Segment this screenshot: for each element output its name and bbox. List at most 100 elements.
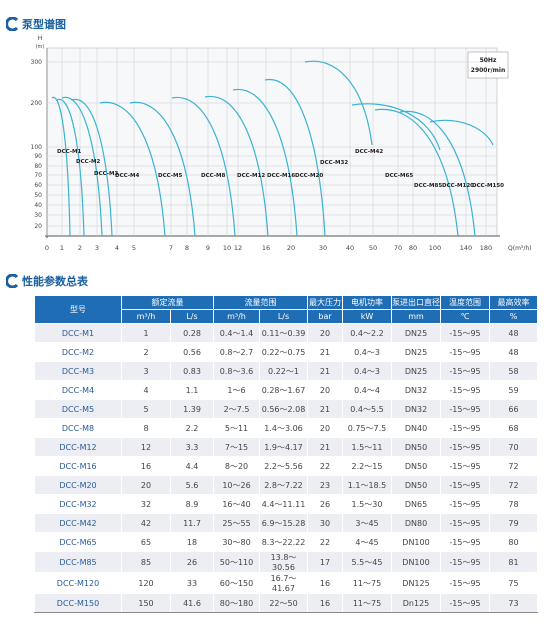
table-cell: 32 (121, 494, 171, 514)
curve-label: DCC-M32 (320, 160, 348, 166)
table-cell: 1.9～4.17 (259, 437, 308, 457)
table-cell: -15～95 (440, 437, 490, 457)
x-tick-label: 140 (460, 244, 472, 252)
table-cell: 79 (489, 513, 538, 533)
model-cell: DCC-M42 (34, 513, 122, 533)
y-tick-label: 90 (34, 153, 42, 160)
table-cell: DN25 (391, 323, 441, 343)
table-cell: 68 (489, 418, 538, 438)
x-tick-label: 70 (394, 244, 402, 252)
x-tick-label: 16 (262, 244, 270, 252)
x-tick-label: 3 (95, 244, 99, 252)
note: 50Hz (480, 57, 497, 64)
curve-label: DCC-M8 (201, 173, 226, 179)
table-cell: -15～95 (440, 494, 490, 514)
table-cell: 10～26 (213, 475, 260, 495)
curve-label: DCC-M42 (355, 149, 383, 155)
table-cell: -15～95 (440, 361, 490, 381)
table-cell: DN50 (391, 437, 441, 457)
x-tick-label: 5 (132, 244, 136, 252)
unit-header: kW (342, 309, 392, 324)
table-cell: 0.4～5.5 (342, 399, 392, 419)
curve-label: DCC-M1 (57, 149, 82, 155)
table-cell: 33 (170, 572, 214, 594)
curve-label: DCC-M3 (94, 171, 119, 177)
table-cell: 5.6 (170, 475, 214, 495)
x-tick-label: 7 (169, 244, 173, 252)
column-header: 温度范围 (440, 295, 490, 310)
curve-label: DCC-M20 (295, 173, 323, 179)
table-row: DCC-M4 4 1.1 1～6 0.28～1.67 20 0.4～4 DN32 -15～95 5… (34, 380, 538, 400)
y-tick-label: 20 (34, 223, 42, 230)
curve-label: DCC-M120 (442, 183, 474, 189)
table-row: DCC-M65 65 18 30～80 8.3～22.22 22 4～45 DN100 -15～… (34, 532, 538, 552)
table-cell: DN65 (391, 494, 441, 514)
pump-curve (374, 108, 459, 237)
table-cell: -15～95 (440, 418, 490, 438)
table-cell: DN40 (391, 418, 441, 438)
pump-curve (99, 101, 166, 237)
table-cell: 2.2～5.56 (259, 456, 308, 476)
unit-header: ℃ (440, 309, 490, 324)
y-tick-label: 40 (34, 202, 42, 209)
table-cell: 8.3～22.22 (259, 532, 308, 552)
table-cell: -15～95 (440, 323, 490, 343)
model-cell: DCC-M150 (34, 593, 122, 613)
curve-label: DCC-M5 (158, 173, 183, 179)
table-cell: 2.8～7.22 (259, 475, 308, 495)
table-cell: 22 (307, 532, 343, 552)
table-cell: 0.11～0.39 (259, 323, 308, 343)
table-cell: -15～95 (440, 572, 490, 594)
table-cell: 0.75～7.5 (342, 418, 392, 438)
table-cell: 13.8～30.56 (259, 551, 308, 573)
x-tick-label: 9 (206, 244, 210, 252)
table-cell: 30～80 (213, 532, 260, 552)
y-tick-label: 50 (34, 192, 42, 199)
table-cell: -15～95 (440, 593, 490, 613)
table-cell: DN32 (391, 399, 441, 419)
table-cell: 42 (121, 513, 171, 533)
table-cell: 21 (307, 361, 343, 381)
table-cell: 0.8～2.7 (213, 342, 260, 362)
table-cell: 3 (121, 361, 171, 381)
x-tick-label: 20 (287, 244, 295, 252)
table-cell: 2.2 (170, 418, 214, 438)
table-cell: 3.3 (170, 437, 214, 457)
table-cell: 81 (489, 551, 538, 573)
table-cell: DN50 (391, 475, 441, 495)
y-tick-label: 60 (34, 182, 42, 189)
column-header: 最高效率 (489, 295, 538, 310)
table-cell: 23 (307, 475, 343, 495)
table-cell: 11～75 (342, 593, 392, 613)
table-cell: 0.56～2.08 (259, 399, 308, 419)
model-cell: DCC-M3 (34, 361, 122, 381)
table-cell: 0.8～3.6 (213, 361, 260, 381)
table-cell: -15～95 (440, 551, 490, 573)
icon (6, 274, 19, 288)
table-cell: 4.4～11.11 (259, 494, 308, 514)
table-cell: 0.28 (170, 323, 214, 343)
table-cell: 48 (489, 323, 538, 343)
table-cell: 0.28～1.67 (259, 380, 308, 400)
model-cell: DCC-M1 (34, 323, 122, 343)
table-row: DCC-M150 150 41.6 80～180 22～50 16 11～75 Dn125 -1… (34, 593, 538, 613)
x-tick-label: 80 (409, 244, 417, 252)
section-title: 性能参数总表 (22, 275, 88, 288)
x-tick-label: 8 (185, 244, 189, 252)
table-cell: 85 (121, 551, 171, 573)
table-cell: 8.9 (170, 494, 214, 514)
table-cell: 41.6 (170, 593, 214, 613)
table-cell: 78 (489, 494, 538, 514)
section-header: 泵型谱图 (6, 16, 66, 32)
table-row: DCC-M1 1 0.28 0.4～1.4 0.11～0.39 20 0.4～2.2 DN25… (34, 323, 538, 343)
table-cell: 18 (170, 532, 214, 552)
y-tick-label: 30 (34, 212, 42, 219)
table-cell: 5 (121, 399, 171, 419)
y-tick-label: 300 (31, 59, 43, 66)
unit-header: mm (391, 309, 441, 324)
model-cell: DCC-M65 (34, 532, 122, 552)
unit-header: % (489, 309, 538, 324)
table-cell: 66 (489, 399, 538, 419)
